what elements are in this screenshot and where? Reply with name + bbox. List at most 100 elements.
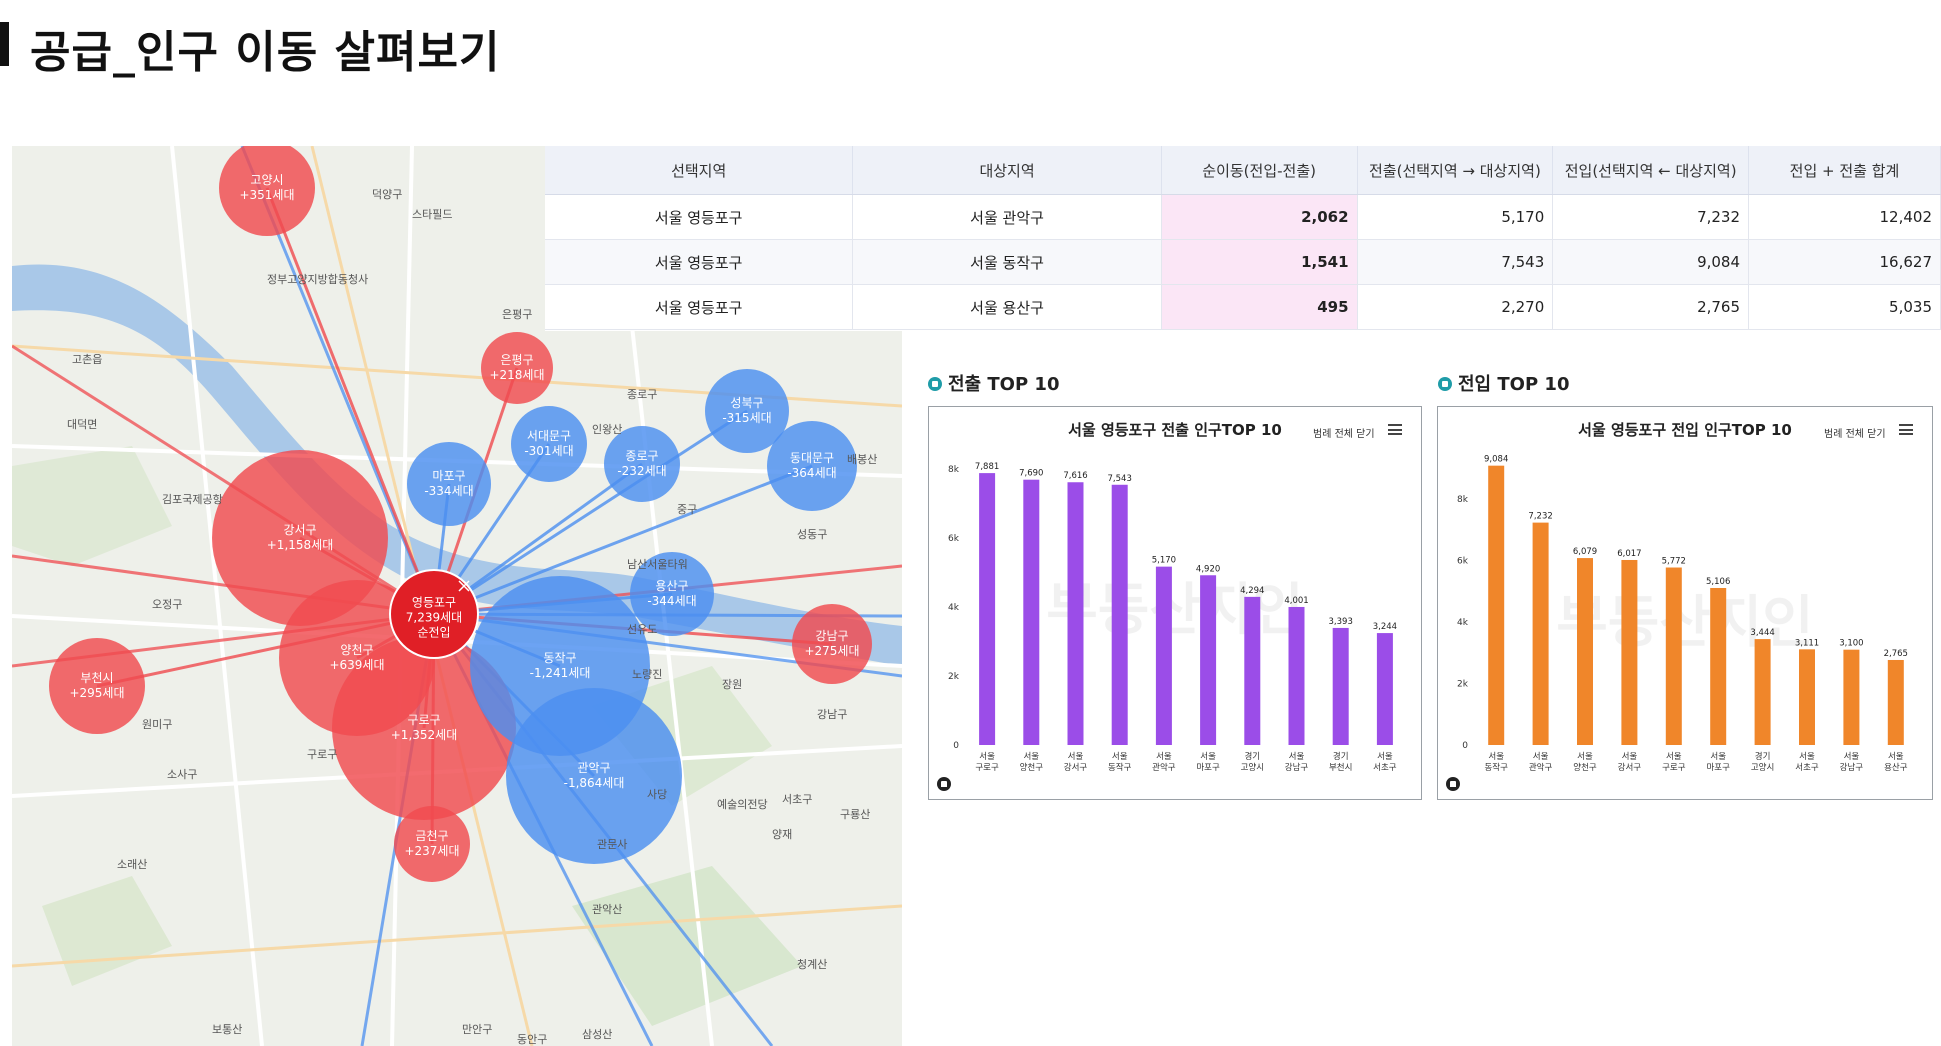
map-place-label: 중구 [677, 503, 698, 516]
x-tick-label: 구로구 [975, 763, 999, 773]
bar[interactable] [1799, 649, 1815, 745]
table-cell: 9,084 [1552, 239, 1750, 285]
column-header[interactable]: 전입 + 전출 합계 [1748, 146, 1941, 195]
table-cell: 5,170 [1357, 194, 1554, 240]
bar-value-label: 3,100 [1839, 639, 1863, 649]
region-bubble[interactable] [332, 636, 516, 820]
table-cell: 2,270 [1357, 284, 1554, 330]
region-bubble[interactable] [394, 806, 470, 882]
x-tick-label: 서울 [1577, 752, 1593, 762]
logo-icon [1446, 777, 1460, 791]
bar-value-label: 5,170 [1152, 556, 1176, 566]
map-place-label: 예술의전당 [717, 798, 768, 811]
y-tick-label: 4k [1457, 618, 1469, 628]
x-tick-label: 서울 [1666, 752, 1682, 762]
map-place-label: 청계산 [797, 958, 828, 971]
close-icon [458, 580, 470, 592]
x-tick-label: 용산구 [1884, 762, 1908, 773]
bar[interactable] [1577, 558, 1593, 745]
region-bubble[interactable] [511, 406, 587, 482]
table-row[interactable]: 서울 영등포구 서울 용산구 495 2,270 2,765 5,035 [545, 284, 1941, 330]
center-bubble[interactable] [389, 569, 479, 659]
page-title: 공급_인구 이동 살펴보기 [30, 27, 501, 78]
map-place-label: 보통산 [212, 1023, 243, 1036]
region-bubble[interactable] [792, 604, 872, 684]
bar-value-label: 6,017 [1617, 549, 1641, 559]
bar[interactable] [1710, 587, 1727, 745]
bar-value-label: 5,772 [1662, 557, 1686, 567]
menu-icon[interactable] [1899, 424, 1913, 435]
bar[interactable] [1200, 575, 1217, 745]
map-place-label: 고촌읍 [72, 353, 103, 366]
x-tick-label: 부천시 [1329, 762, 1352, 773]
table-cell: 서울 용산구 [852, 284, 1162, 330]
column-header[interactable]: 전입(선택지역 ← 대상지역) [1552, 146, 1750, 195]
bar-value-label: 4,294 [1240, 586, 1264, 596]
bar-value-label: 4,001 [1284, 596, 1308, 606]
region-bubble[interactable] [604, 426, 680, 502]
region-bubble[interactable] [49, 638, 145, 734]
x-tick-label: 서울 [1289, 752, 1305, 762]
map-place-label: 성동구 [797, 528, 828, 541]
table-row[interactable]: 서울 영등포구 서울 관악구 2,062 5,170 7,232 12,402 [545, 194, 1941, 240]
flow-arrow [433, 409, 748, 616]
table-cell: 서울 영등포구 [545, 284, 854, 330]
map-place-label: 김포국제공항 [162, 493, 223, 506]
bar[interactable] [1155, 566, 1172, 745]
in-section-title: 전입 TOP 10 [1438, 370, 1569, 396]
bar-value-label: 3,244 [1373, 622, 1397, 632]
region-bubble[interactable] [705, 369, 789, 453]
table-cell: 16,627 [1748, 239, 1941, 285]
bar[interactable] [1621, 559, 1638, 745]
map-place-label: 소래산 [117, 858, 148, 871]
bar[interactable] [1244, 596, 1261, 745]
bar[interactable] [1532, 522, 1549, 745]
bar[interactable] [1023, 479, 1040, 745]
y-tick-label: 8k [1457, 495, 1469, 505]
table-row[interactable]: 서울 영등포구 서울 동작구 1,541 7,543 9,084 16,627 [545, 239, 1941, 285]
column-header[interactable]: 선택지역 [545, 146, 854, 195]
map-place-label: 구룡산 [840, 808, 871, 821]
bar[interactable] [1843, 649, 1860, 745]
bar[interactable] [1288, 606, 1305, 745]
bar[interactable] [1887, 659, 1904, 745]
bar[interactable] [1665, 567, 1682, 745]
bar[interactable] [1111, 484, 1128, 745]
x-tick-label: 서울 [1377, 752, 1393, 762]
watermark: 부동산지인 [1556, 591, 1814, 656]
region-bubble[interactable] [506, 688, 682, 864]
y-tick-label: 2k [1457, 680, 1469, 690]
region-bubble[interactable] [630, 552, 714, 636]
x-tick-label: 고양시 [1751, 762, 1774, 773]
bar-value-label: 4,920 [1196, 564, 1220, 574]
map-place-label: 관악산 [592, 903, 623, 916]
region-bubble[interactable] [767, 421, 857, 511]
legend-close-button[interactable]: 범례 전체 닫기 [1313, 429, 1375, 440]
map-place-label: 배봉산 [847, 453, 878, 466]
map-place-label: 인왕산 [592, 423, 623, 436]
column-header[interactable]: 대상지역 [852, 146, 1162, 195]
column-header[interactable]: 순이동(전입-전출) [1161, 146, 1358, 195]
menu-icon[interactable] [1388, 424, 1402, 435]
table-cell: 2,062 [1161, 194, 1358, 240]
region-bubble[interactable] [219, 146, 315, 236]
region-bubble[interactable] [481, 332, 553, 404]
y-tick-label: 6k [948, 534, 960, 544]
flow-arrow [265, 187, 436, 615]
bar[interactable] [1488, 465, 1505, 745]
region-bubble[interactable] [407, 442, 491, 526]
flow-arrow [433, 464, 813, 616]
bar[interactable] [1067, 482, 1084, 745]
bar[interactable] [979, 473, 996, 745]
bar[interactable] [1754, 639, 1771, 745]
map-place-label: 원미구 [142, 718, 173, 731]
legend-close-button[interactable]: 범례 전체 닫기 [1824, 429, 1886, 440]
map-place-label: 종로구 [627, 388, 658, 401]
column-header[interactable]: 전출(선택지역 → 대상지역) [1357, 146, 1554, 195]
bar[interactable] [1332, 627, 1349, 745]
map-place-label: 서초구 [782, 793, 813, 806]
x-tick-label: 서울 [1200, 752, 1216, 762]
table-cell: 2,765 [1552, 284, 1750, 330]
bar[interactable] [1376, 633, 1393, 745]
